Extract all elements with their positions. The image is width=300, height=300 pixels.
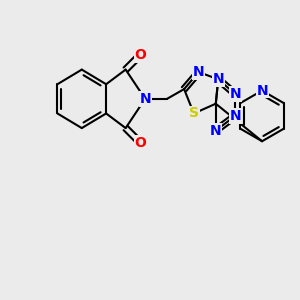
Text: N: N: [139, 92, 151, 106]
Text: O: O: [134, 136, 146, 150]
Text: N: N: [230, 87, 241, 101]
Text: O: O: [134, 48, 146, 62]
Text: N: N: [256, 84, 268, 98]
Text: N: N: [212, 72, 224, 86]
Text: N: N: [230, 109, 241, 123]
Text: S: S: [189, 106, 199, 121]
Text: N: N: [210, 124, 222, 137]
Text: N: N: [193, 65, 205, 79]
